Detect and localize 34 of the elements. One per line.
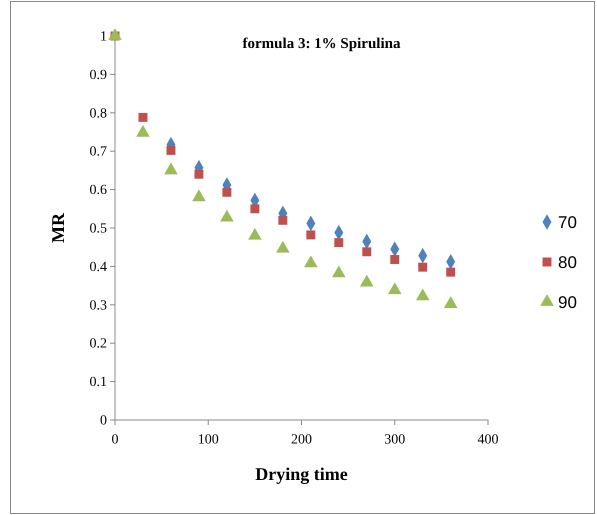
y-tick-label: 0.3 — [90, 298, 107, 314]
y-tick-label: 0.6 — [90, 183, 107, 198]
legend-label: 80 — [558, 253, 577, 272]
y-tick-label: 0.8 — [90, 106, 107, 122]
point — [222, 188, 232, 197]
x-tick-label: 300 — [384, 432, 406, 448]
point — [278, 216, 288, 225]
y-tick-label: 0.2 — [90, 336, 107, 352]
point — [138, 112, 148, 122]
y-tick-label: 0.7 — [90, 144, 107, 160]
x-tick-label: 100 — [198, 432, 219, 448]
point — [194, 170, 204, 179]
x-tick-label: 0 — [112, 432, 118, 448]
point — [306, 230, 316, 240]
y-tick-label: 0.1 — [90, 375, 107, 390]
x-tick-label: 200 — [291, 432, 312, 448]
point — [446, 268, 456, 277]
y-tick-label: 0.5 — [90, 221, 107, 236]
x-tick-label: 400 — [478, 432, 498, 448]
y-axis-title: MR — [48, 212, 68, 243]
y-tick-label: 1 — [100, 29, 107, 44]
point — [362, 247, 372, 256]
y-tick-label: 0.4 — [90, 260, 107, 275]
x-axis-title: Drying time — [255, 464, 348, 484]
point — [250, 204, 260, 214]
point — [166, 146, 176, 155]
legend-label: 90 — [558, 293, 577, 312]
chart-title: formula 3: 1% Spirulina — [242, 36, 401, 52]
y-tick-label: 0.9 — [90, 68, 107, 83]
legend-label: 70 — [558, 213, 577, 232]
y-tick-label: 0 — [100, 413, 107, 428]
point — [390, 255, 400, 264]
point — [418, 262, 428, 272]
point — [334, 238, 344, 248]
